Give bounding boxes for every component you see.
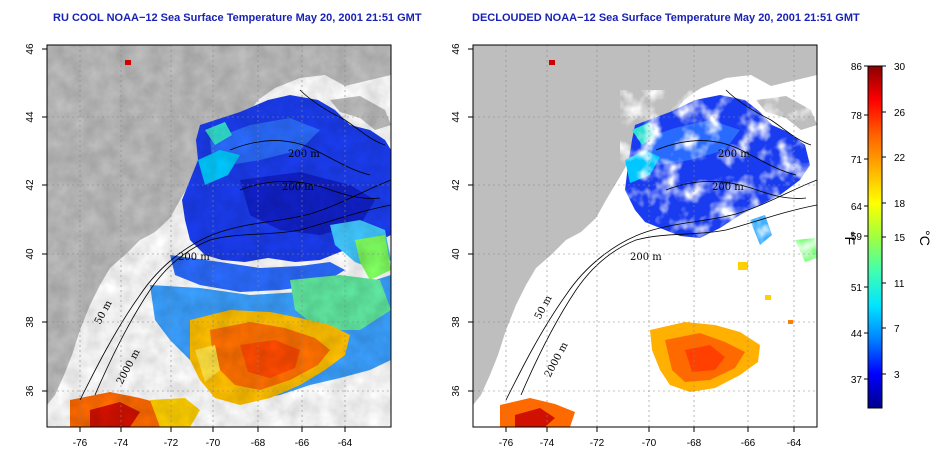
x-tick-right-72: -72	[590, 438, 605, 449]
y-tick-right-42: 42	[451, 179, 462, 191]
cb-f-78: 78	[851, 111, 863, 122]
cb-c-22: 22	[894, 153, 906, 164]
y-tick-left-46: 46	[25, 43, 36, 55]
y-tick-right-38: 38	[451, 316, 462, 328]
y-tick-right-36: 36	[451, 385, 462, 397]
cb-c-7: 7	[894, 324, 900, 335]
y-tick-left-44: 44	[25, 111, 36, 123]
panel-title-left: RU COOL NOAA−12 Sea Surface Temperature …	[53, 12, 422, 24]
sst-map-raw: 200 m 200 m 200 m 50 m 2000 m -76 -74 -7…	[25, 43, 392, 449]
y-tick-right-40: 40	[451, 248, 462, 260]
x-tick-left-74: -74	[114, 438, 129, 449]
x-tick-right-74: -74	[540, 438, 555, 449]
unit-fahrenheit: °F	[842, 231, 858, 245]
y-tick-right-44: 44	[451, 111, 462, 123]
sst-map-declouded: 200 m 200 m 200 m 50 m 2000 m -76 -74 -7…	[451, 43, 818, 449]
colorbar: 86 78 71 64 59 51 44 37 30 26 22 18 15 1…	[842, 62, 933, 409]
x-tick-left-76: -76	[73, 438, 88, 449]
x-tick-left-68: -68	[251, 438, 266, 449]
contour-label-200m-basin: 200 m	[282, 182, 314, 193]
x-tick-right-64: -64	[787, 438, 802, 449]
contour-label-200m-shelf-r: 200 m	[630, 252, 662, 263]
cb-c-30: 30	[894, 62, 906, 73]
cb-f-64: 64	[851, 202, 863, 213]
x-tick-left-72: -72	[164, 438, 179, 449]
x-tick-right-70: -70	[642, 438, 657, 449]
y-tick-left-36: 36	[25, 385, 36, 397]
cb-f-37: 37	[851, 375, 863, 386]
y-tick-left-38: 38	[25, 316, 36, 328]
x-tick-right-66: -66	[741, 438, 756, 449]
contour-label-200m-basin-r: 200 m	[712, 182, 744, 193]
x-tick-right-68: -68	[687, 438, 702, 449]
colorbar-gradient	[867, 65, 883, 409]
unit-celsius: °C	[917, 230, 933, 246]
land-mass-declouded	[473, 45, 817, 405]
cb-f-71: 71	[851, 155, 863, 166]
cb-c-15: 15	[894, 233, 906, 244]
contour-label-200m-north-r: 200 m	[718, 149, 750, 160]
x-tick-left-64: -64	[338, 438, 353, 449]
y-tick-left-42: 42	[25, 179, 36, 191]
y-tick-right-46: 46	[451, 43, 462, 55]
y-tick-left-40: 40	[25, 248, 36, 260]
cb-f-59: 59	[851, 232, 863, 243]
panel-title-right: DECLOUDED NOAA−12 Sea Surface Temperatur…	[472, 12, 860, 24]
cb-c-3: 3	[894, 370, 900, 381]
x-tick-left-66: -66	[295, 438, 310, 449]
contour-label-200m-shelf: 200 m	[178, 252, 210, 263]
cb-c-11: 11	[894, 279, 905, 290]
x-tick-right-76: -76	[499, 438, 514, 449]
cb-f-44: 44	[851, 329, 863, 340]
cb-f-86: 86	[851, 62, 863, 73]
x-tick-left-70: -70	[206, 438, 221, 449]
cb-c-26: 26	[894, 108, 906, 119]
cb-c-18: 18	[894, 199, 906, 210]
cb-f-51: 51	[851, 283, 863, 294]
contour-label-200m-north: 200 m	[288, 149, 320, 160]
